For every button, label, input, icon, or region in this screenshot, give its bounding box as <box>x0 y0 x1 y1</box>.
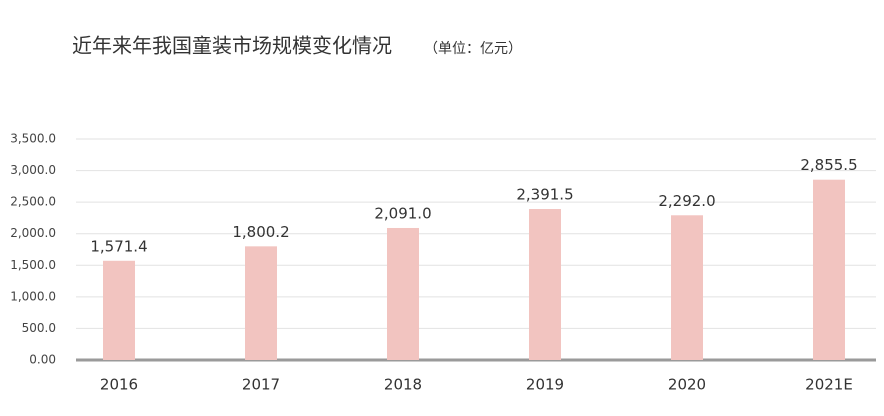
bar <box>103 260 135 360</box>
x-tick-label: 2020 <box>668 376 706 394</box>
data-label: 1,571.4 <box>90 237 147 255</box>
data-label: 2,292.0 <box>658 192 715 210</box>
y-tick-label: 2,000.0 <box>10 226 56 240</box>
y-tick-label: 3,000.0 <box>10 163 56 177</box>
y-tick-label: 1,000.0 <box>10 289 56 303</box>
x-tick-label: 2018 <box>384 376 422 394</box>
y-tick-label: 500.0 <box>22 321 56 335</box>
bar <box>529 208 561 360</box>
data-label: 2,091.0 <box>374 204 431 222</box>
data-label: 1,800.2 <box>232 223 289 241</box>
y-tick-label: 1,500.0 <box>10 258 56 272</box>
data-label: 2,391.5 <box>516 185 573 203</box>
data-label: 2,855.5 <box>800 156 857 174</box>
y-tick-label: 3,500.0 <box>10 132 56 146</box>
chart-title: 近年来年我国童装市场规模变化情况 <box>72 34 392 58</box>
x-tick-label: 2017 <box>242 376 280 394</box>
bar <box>671 215 703 360</box>
bar <box>245 246 277 360</box>
bar <box>387 227 419 360</box>
x-tick-label: 2019 <box>526 376 564 394</box>
y-tick-label: 2,500.0 <box>10 195 56 209</box>
x-tick-label: 2016 <box>100 376 138 394</box>
x-tick-label: 2021E <box>805 376 853 394</box>
chart-subtitle: （单位：亿元） <box>424 41 522 57</box>
y-tick-label: 0.00 <box>29 353 56 367</box>
bar <box>813 179 845 360</box>
